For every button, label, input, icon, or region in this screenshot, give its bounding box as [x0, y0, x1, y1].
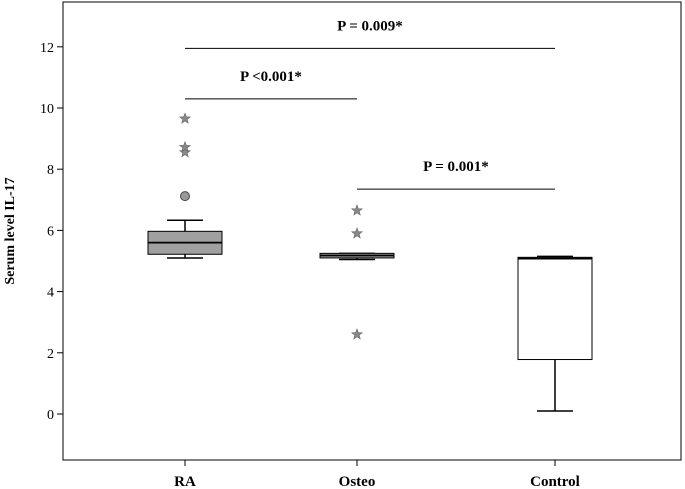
- significance-label: P = 0.009*: [337, 18, 403, 34]
- outlier-star: [178, 112, 192, 124]
- significance-label: P = 0.001*: [423, 159, 489, 175]
- x-axis: RA Osteo Control: [174, 460, 580, 489]
- box-ra: [147, 112, 223, 259]
- boxes: [147, 112, 593, 412]
- plot-frame: [62, 1, 682, 461]
- outlier-star: [350, 227, 364, 239]
- outlier-star: [178, 140, 192, 153]
- x-category-label: RA: [174, 474, 196, 489]
- y-tick-label: 8: [47, 163, 54, 178]
- y-tick-label: 6: [47, 224, 54, 239]
- significance-annotations: P = 0.009* P <0.001* P = 0.001*: [185, 18, 555, 190]
- outlier-star: [350, 204, 364, 216]
- y-axis: 0 2 4 6 8 10 12: [40, 41, 63, 423]
- box-osteo: [319, 204, 395, 340]
- y-tick-label: 10: [40, 102, 54, 117]
- x-category-label: Osteo: [339, 474, 376, 489]
- y-axis-title: Serum level IL-17: [3, 177, 18, 284]
- x-category-label: Control: [530, 474, 580, 489]
- outlier-star: [178, 146, 192, 158]
- y-tick-label: 4: [47, 286, 54, 301]
- y-tick-label: 0: [47, 408, 54, 423]
- box-iqr: [517, 256, 593, 361]
- box-control: [517, 255, 593, 412]
- significance-label: P <0.001*: [240, 69, 302, 85]
- outlier-circle: [180, 191, 190, 202]
- outlier-star: [350, 328, 364, 340]
- y-tick-label: 12: [40, 41, 54, 56]
- y-tick-label: 2: [47, 347, 54, 362]
